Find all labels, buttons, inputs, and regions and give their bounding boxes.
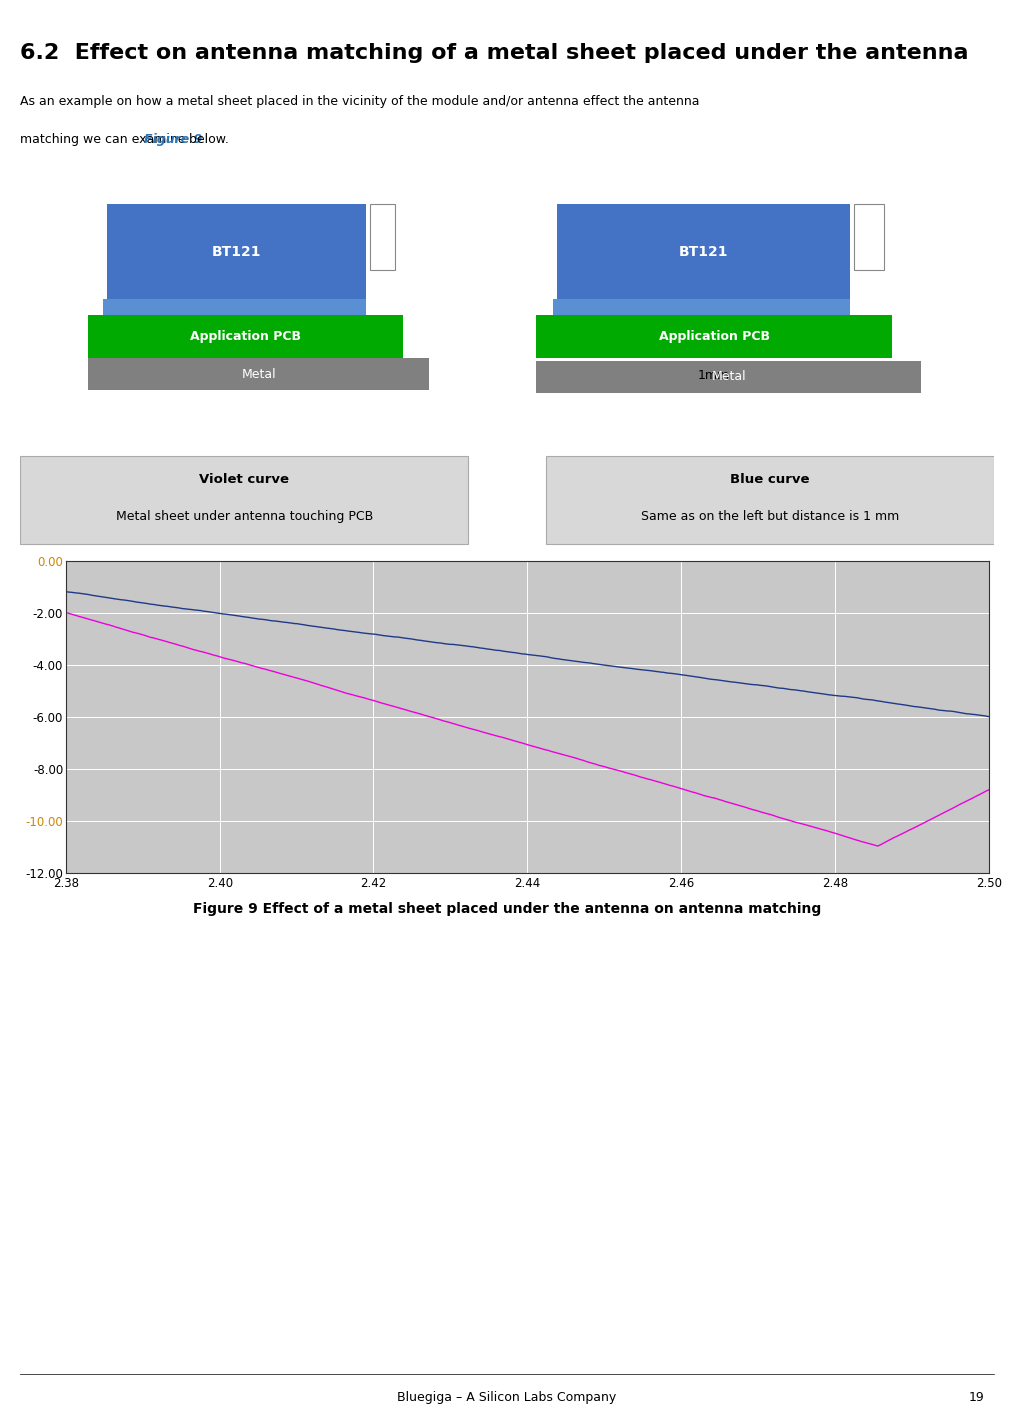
FancyBboxPatch shape xyxy=(106,204,366,298)
FancyBboxPatch shape xyxy=(369,204,395,271)
Text: Application PCB: Application PCB xyxy=(191,331,301,343)
Text: BT121: BT121 xyxy=(679,244,728,258)
Text: Application PCB: Application PCB xyxy=(659,331,770,343)
Text: Metal: Metal xyxy=(241,368,276,380)
Text: below.: below. xyxy=(186,132,229,146)
Text: Figure 9: Figure 9 xyxy=(144,132,203,146)
Text: As an example on how a metal sheet placed in the vicinity of the module and/or a: As an example on how a metal sheet place… xyxy=(20,95,700,108)
Text: 6.2  Effect on antenna matching of a metal sheet placed under the antenna: 6.2 Effect on antenna matching of a meta… xyxy=(20,43,968,64)
Text: Metal sheet under antenna touching PCB: Metal sheet under antenna touching PCB xyxy=(116,511,373,524)
FancyBboxPatch shape xyxy=(536,360,922,393)
FancyBboxPatch shape xyxy=(855,204,883,271)
FancyBboxPatch shape xyxy=(553,298,850,315)
FancyBboxPatch shape xyxy=(20,455,468,545)
Text: Bluegiga – A Silicon Labs Company: Bluegiga – A Silicon Labs Company xyxy=(397,1391,617,1405)
FancyBboxPatch shape xyxy=(536,315,892,358)
FancyBboxPatch shape xyxy=(88,358,429,390)
Text: Figure 9 Effect of a metal sheet placed under the antenna on antenna matching: Figure 9 Effect of a metal sheet placed … xyxy=(193,901,821,915)
Text: matching we can examine: matching we can examine xyxy=(20,132,190,146)
FancyBboxPatch shape xyxy=(88,315,403,358)
FancyBboxPatch shape xyxy=(546,455,994,545)
Text: 1mm: 1mm xyxy=(698,369,730,382)
Text: 19: 19 xyxy=(968,1391,984,1405)
Text: Same as on the left but distance is 1 mm: Same as on the left but distance is 1 mm xyxy=(641,511,899,524)
Text: Metal: Metal xyxy=(712,370,746,383)
Text: BT121: BT121 xyxy=(212,244,262,258)
FancyBboxPatch shape xyxy=(557,204,850,298)
Text: Violet curve: Violet curve xyxy=(199,474,289,487)
Text: Blue curve: Blue curve xyxy=(730,474,809,487)
FancyBboxPatch shape xyxy=(103,298,366,315)
